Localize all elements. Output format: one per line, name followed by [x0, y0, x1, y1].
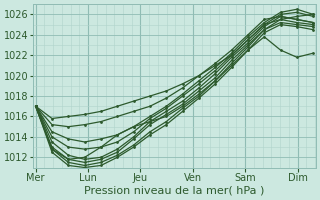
- X-axis label: Pression niveau de la mer( hPa ): Pression niveau de la mer( hPa ): [84, 186, 265, 196]
